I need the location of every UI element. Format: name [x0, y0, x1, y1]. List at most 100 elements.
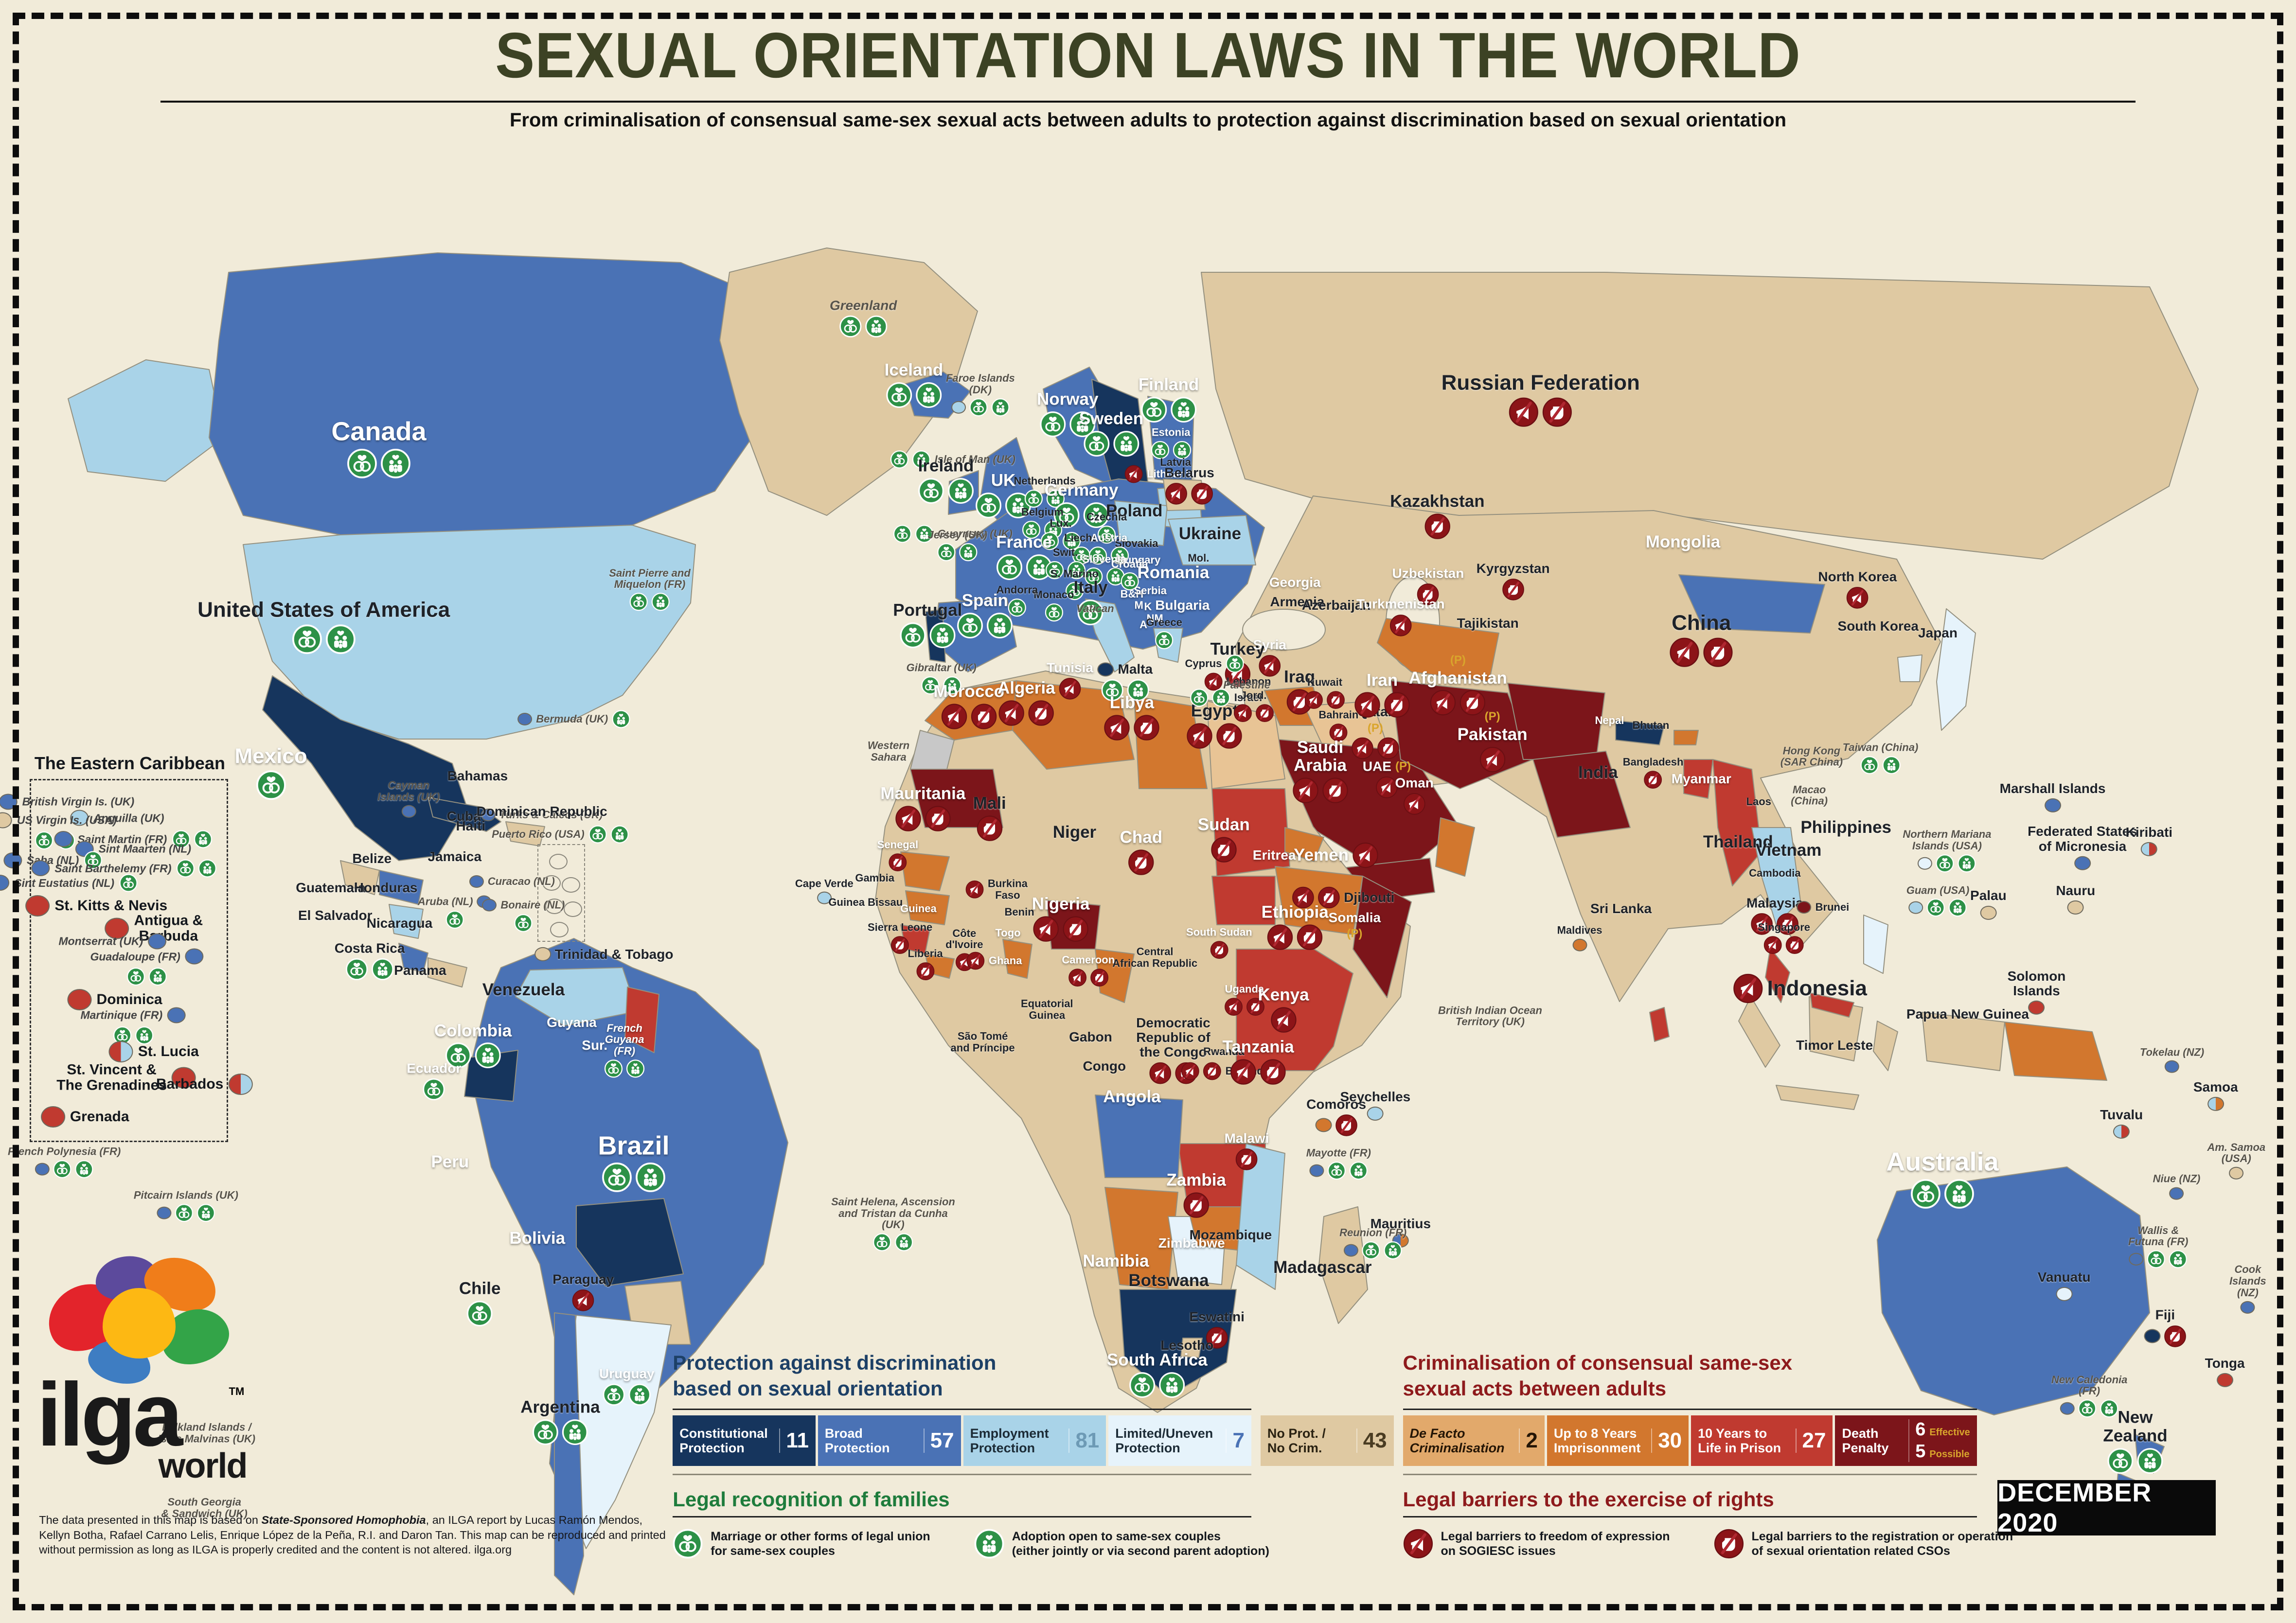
- adoption-icon: [959, 543, 978, 562]
- map-label-federated-states-of-micronesia: Federated States of Micronesia: [2028, 824, 2137, 870]
- map-label-bangladesh: Bangladesh: [1623, 756, 1683, 789]
- footer-report-title: State-Sponsored Homophobia: [261, 1514, 426, 1527]
- marriage-icon: [445, 1042, 471, 1069]
- legend-box-up-to-8-years: Up to 8 Years Imprisonment 30: [1547, 1415, 1689, 1466]
- map-label-ukraine: Ukraine: [1178, 524, 1242, 544]
- map-label-bolivia: Bolivia: [509, 1228, 566, 1248]
- map-label-guinea: Guinea: [900, 902, 937, 915]
- marriage-icon: [1926, 899, 1945, 917]
- barrier-expression-icon: [1403, 793, 1425, 815]
- map-label-senegal: Senegal: [877, 839, 918, 872]
- barrier-cso-icon: [1216, 723, 1243, 749]
- map-label-djibouti: Djibouti: [1292, 886, 1394, 909]
- penalty-note: (P): [1450, 653, 1466, 667]
- inset-reference-box: [537, 844, 586, 942]
- map-label-mozambique: Mozambique: [1189, 1227, 1272, 1243]
- map-label-faroe-islands-dk: Faroe Islands (DK): [946, 372, 1015, 417]
- marriage-icon: [937, 543, 956, 562]
- barrier-cso-icon: [977, 815, 1002, 841]
- map-label-guinea-bissau: Guinea Bissau: [828, 896, 903, 909]
- country-dot: [54, 831, 73, 847]
- map-label-ghana: Ghana: [966, 952, 1022, 970]
- country-dot: [35, 1163, 50, 1176]
- adoption-icon: [381, 448, 410, 478]
- country-dot: [2074, 856, 2091, 870]
- country-dot: [469, 875, 484, 888]
- adoption-icon: [1944, 1179, 1974, 1209]
- map-label-gibraltar-uk: Gibraltar (UK): [906, 662, 977, 695]
- map-label-fiji: Fiji: [2144, 1307, 2186, 1347]
- barrier-expression-icon: [1846, 586, 1869, 609]
- country-dot: [0, 875, 10, 891]
- map-label-malaysia: Malaysia: [1746, 895, 1803, 935]
- adoption-icon: [1127, 679, 1149, 702]
- marriage-icon: [1045, 561, 1064, 580]
- country-dot: [2169, 1187, 2184, 1200]
- adoption-icon: [943, 676, 961, 695]
- rule-barriers: [1403, 1516, 1977, 1517]
- rule-crim-bottom: [1403, 1473, 1977, 1475]
- map-label-bulgaria: Bulgaria: [1155, 597, 1210, 613]
- adoption-icon: [915, 525, 934, 543]
- barrier-expression-icon: [895, 806, 921, 831]
- marriage-icon: [1327, 1162, 1346, 1180]
- adoption-icon: [1159, 1372, 1185, 1398]
- map-label-australia: Australia: [1886, 1147, 1999, 1209]
- barrier-expression-icon: [1181, 1062, 1200, 1080]
- adoption-icon: [929, 622, 956, 648]
- map-label-morocco: Morocco: [933, 682, 1004, 730]
- barrier-cso-icon: [889, 853, 907, 871]
- marriage-icon: [1083, 431, 1109, 457]
- country-dot: [167, 1007, 186, 1023]
- map-label-niue-nz: Niue (NZ): [2153, 1173, 2200, 1200]
- marriage-icon: [918, 477, 944, 504]
- adoption-icon: [135, 1026, 153, 1044]
- marriage-icon: [921, 676, 940, 695]
- barrier-cso-icon: [1255, 704, 1274, 722]
- barrier-expression-icon: [1376, 776, 1398, 799]
- marriage-icon: [1101, 679, 1123, 702]
- map-label-mol: Mol.: [1188, 552, 1210, 565]
- map-label-brazil: Brazil: [598, 1131, 670, 1193]
- adoption-icon: [1173, 441, 1191, 459]
- adoption-icon: [1062, 531, 1081, 550]
- map-label-burkina-faso: Burkina Faso: [965, 878, 1028, 901]
- adoption-icon: [372, 958, 394, 981]
- map-label-kuwait: Kuwait: [1305, 677, 1345, 709]
- map-label-angola: Angola: [1103, 1087, 1161, 1107]
- map-label-romania: Romania: [1137, 563, 1210, 582]
- barrier-cso-icon: [1028, 700, 1054, 726]
- map-label-china: China: [1670, 612, 1733, 668]
- marriage-icon: [532, 1419, 558, 1445]
- inset-title: The Eastern Caribbean: [34, 753, 225, 773]
- marriage-icon: [1151, 441, 1169, 459]
- barrier-cso-icon: [1260, 1059, 1286, 1085]
- marriage-icon: [2078, 1399, 2097, 1418]
- barrier-cso-icon: [1384, 692, 1410, 718]
- barrier-expression-icon: [1124, 465, 1143, 483]
- country-dot: [2056, 1287, 2073, 1301]
- adoption-icon: [196, 1203, 215, 1222]
- barrier-cso-icon: [1128, 849, 1154, 876]
- country-dot: [1797, 900, 1812, 914]
- map-label-zimbabwe: Zimbabwe: [1158, 1235, 1225, 1251]
- country-dot: [2028, 1000, 2045, 1015]
- map-label-greece: Greece: [1146, 617, 1182, 649]
- map-label-hungary: Hungary: [1117, 553, 1161, 566]
- barrier-expression-icon: [572, 1289, 594, 1311]
- adoption-icon: [1067, 561, 1086, 580]
- barrier-cso-icon: [1183, 1192, 1209, 1218]
- legend-protection-bar: Constitutional Protection 11 Broad Protectio…: [673, 1415, 1251, 1466]
- barrier-cso-icon: [1286, 689, 1313, 715]
- marriage-icon: [119, 874, 138, 892]
- map-label-argentina: Argentina: [520, 1398, 600, 1446]
- map-label-netherlands: Netherlands: [1014, 476, 1076, 508]
- map-label-colombia: Colombia: [434, 1022, 512, 1069]
- marriage-icon: [893, 525, 912, 543]
- adoption-icon: [1005, 493, 1032, 518]
- country-dot: [31, 860, 50, 877]
- barrier-expression-icon: [1149, 1062, 1172, 1084]
- map-label-namibia: Namibia: [1083, 1251, 1149, 1270]
- country-dot: [1918, 857, 1933, 870]
- map-label-aruba-nl: Aruba (NL): [418, 895, 492, 929]
